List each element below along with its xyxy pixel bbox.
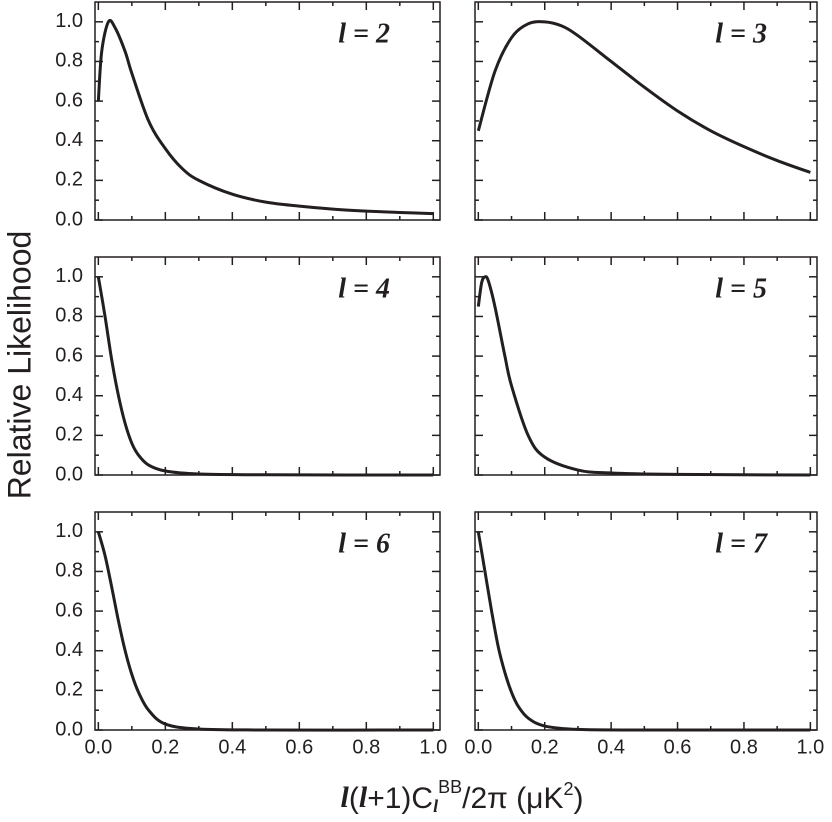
- y-tick-label: 0.8: [55, 305, 83, 327]
- x-tick-label: 1.0: [796, 736, 824, 758]
- x-tick-label: 0.0: [464, 736, 492, 758]
- y-tick-label: 1.0: [55, 10, 83, 32]
- y-tick-label: 0.0: [55, 718, 83, 740]
- likelihood-curve: [476, 275, 811, 477]
- x-tick-label: 0.6: [285, 736, 313, 758]
- y-tick-label: 0.4: [55, 384, 83, 406]
- x-tick-label: 0.2: [151, 736, 179, 758]
- x-tick-label: 1.0: [419, 736, 447, 758]
- y-tick-label: 0.6: [55, 599, 83, 621]
- y-tick-label: 0.0: [55, 208, 83, 230]
- panel-title: l = 6: [338, 528, 390, 559]
- y-tick-label: 0.4: [55, 129, 83, 151]
- likelihood-curve: [476, 20, 811, 174]
- y-axis-label: Relative Likelihood: [1, 231, 37, 500]
- x-label-part: (: [349, 782, 359, 815]
- x-tick-label: 0.4: [218, 736, 246, 758]
- x-label-part: l: [359, 781, 368, 814]
- likelihood-curve: [96, 531, 434, 732]
- panel-title: l = 7: [715, 528, 768, 559]
- x-tick-label: 0.2: [531, 736, 559, 758]
- y-tick-label: 0.0: [55, 463, 83, 485]
- y-tick-label: 0.2: [55, 424, 83, 446]
- x-label-part: BB: [438, 777, 462, 797]
- panel-title: l = 3: [715, 18, 767, 49]
- panel-title: l = 4: [338, 273, 390, 304]
- x-label-part: /2π (μK: [462, 782, 563, 815]
- y-tick-label: 0.6: [55, 89, 83, 111]
- panel-title: l = 2: [338, 18, 390, 49]
- panel-frame: [474, 1, 818, 221]
- y-tick-label: 1.0: [55, 520, 83, 542]
- x-tick-label: 0.8: [352, 736, 380, 758]
- x-tick-label: 0.0: [84, 736, 112, 758]
- x-label-part: ): [573, 782, 583, 815]
- x-label-part: l: [433, 796, 438, 816]
- x-tick-label: 0.6: [664, 736, 692, 758]
- likelihood-curve: [96, 18, 434, 216]
- x-tick-label: 0.4: [597, 736, 625, 758]
- likelihood-curve: [96, 276, 434, 477]
- y-tick-label: 0.2: [55, 169, 83, 191]
- x-label-part: l: [341, 781, 350, 814]
- y-tick-label: 0.2: [55, 679, 83, 701]
- y-tick-label: 0.8: [55, 560, 83, 582]
- y-tick-label: 1.0: [55, 265, 83, 287]
- y-tick-label: 0.4: [55, 639, 83, 661]
- x-label-part: 2: [563, 779, 573, 799]
- panel-title: l = 5: [715, 273, 767, 304]
- likelihood-curve: [476, 531, 811, 732]
- x-axis-label: l(l+1)ClBB/2π (μK2): [341, 777, 584, 816]
- y-tick-label: 0.8: [55, 50, 83, 72]
- x-tick-label: 0.8: [730, 736, 758, 758]
- panel-frame: [94, 1, 441, 221]
- x-label-part: +1)C: [367, 782, 433, 815]
- y-tick-label: 0.6: [55, 344, 83, 366]
